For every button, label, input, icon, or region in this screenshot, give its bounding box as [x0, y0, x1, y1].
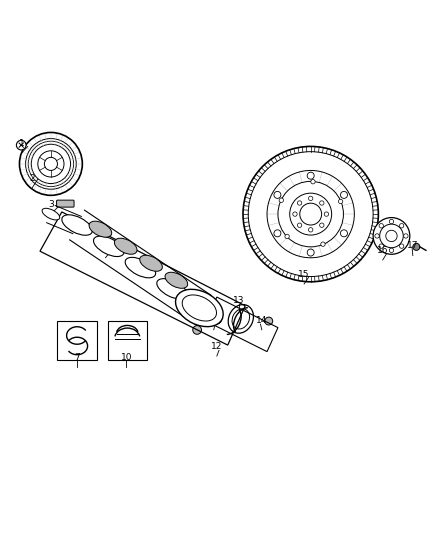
Circle shape — [211, 313, 222, 324]
Circle shape — [274, 230, 281, 237]
Circle shape — [389, 220, 394, 224]
Circle shape — [340, 230, 347, 237]
Circle shape — [274, 191, 281, 198]
Circle shape — [379, 244, 383, 248]
Circle shape — [379, 223, 383, 228]
Circle shape — [308, 196, 313, 200]
Circle shape — [285, 235, 289, 239]
Circle shape — [375, 234, 379, 238]
Text: 16: 16 — [377, 246, 389, 255]
Text: 7: 7 — [74, 353, 80, 362]
Circle shape — [399, 223, 404, 228]
Ellipse shape — [114, 238, 137, 254]
Circle shape — [308, 228, 313, 232]
Circle shape — [311, 180, 315, 184]
Text: 5: 5 — [181, 296, 187, 305]
Text: 1: 1 — [19, 139, 25, 148]
Ellipse shape — [93, 236, 124, 256]
Circle shape — [265, 317, 273, 325]
Circle shape — [16, 140, 26, 150]
Text: 4: 4 — [102, 244, 108, 253]
Circle shape — [386, 230, 397, 241]
Circle shape — [320, 201, 324, 205]
Circle shape — [373, 217, 410, 254]
Circle shape — [399, 244, 404, 248]
Circle shape — [44, 157, 57, 171]
Circle shape — [297, 201, 302, 205]
Circle shape — [339, 199, 343, 204]
Bar — [108, 321, 147, 360]
Circle shape — [413, 244, 420, 251]
Text: 11: 11 — [208, 316, 219, 325]
Circle shape — [300, 203, 321, 225]
Circle shape — [193, 326, 201, 334]
Circle shape — [321, 242, 325, 246]
Ellipse shape — [157, 279, 187, 299]
Text: 2: 2 — [29, 174, 35, 183]
Circle shape — [293, 212, 297, 216]
Ellipse shape — [140, 255, 162, 271]
Ellipse shape — [176, 289, 223, 327]
Circle shape — [389, 248, 394, 253]
Circle shape — [297, 223, 302, 228]
Ellipse shape — [62, 215, 92, 235]
Text: 3: 3 — [48, 200, 54, 209]
Ellipse shape — [188, 300, 219, 320]
Ellipse shape — [89, 221, 112, 237]
Circle shape — [307, 249, 314, 256]
Text: 12: 12 — [211, 342, 223, 351]
Circle shape — [279, 198, 283, 203]
Circle shape — [307, 172, 314, 179]
Circle shape — [404, 234, 408, 238]
Text: 15: 15 — [298, 270, 310, 279]
Ellipse shape — [42, 208, 60, 220]
Ellipse shape — [165, 272, 187, 288]
Circle shape — [324, 212, 328, 216]
FancyBboxPatch shape — [57, 200, 74, 207]
Ellipse shape — [125, 257, 155, 278]
Text: 13: 13 — [233, 296, 244, 305]
Text: 6: 6 — [199, 292, 205, 301]
Text: 14: 14 — [256, 316, 268, 325]
Text: 17: 17 — [407, 241, 419, 251]
Text: 10: 10 — [121, 353, 132, 362]
Circle shape — [340, 191, 347, 198]
Ellipse shape — [182, 295, 216, 321]
Circle shape — [320, 223, 324, 228]
Bar — [57, 321, 97, 360]
